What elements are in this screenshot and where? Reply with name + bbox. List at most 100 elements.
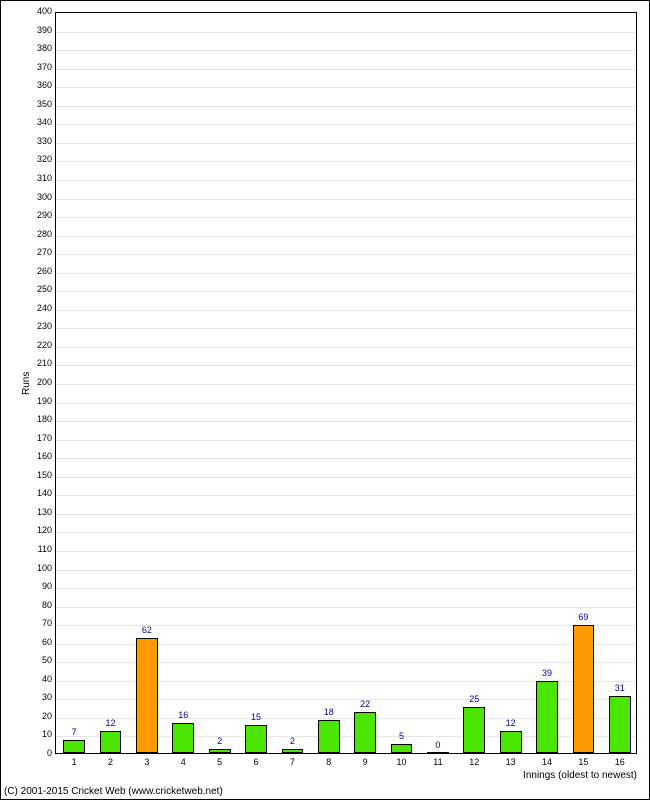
- x-tick-label: 11: [433, 753, 442, 767]
- bar: [391, 744, 413, 753]
- x-tick-label: 12: [469, 753, 479, 767]
- bar-value-label: 2: [290, 736, 295, 746]
- gridline: [56, 161, 636, 162]
- y-tick-label: 100: [37, 563, 56, 573]
- bar-value-label: 7: [72, 727, 77, 737]
- bar-value-label: 2: [217, 736, 222, 746]
- gridline: [56, 477, 636, 478]
- y-tick-label: 320: [37, 154, 56, 164]
- x-tick-label: 1: [72, 753, 77, 767]
- y-tick-label: 330: [37, 136, 56, 146]
- bar: [100, 731, 122, 753]
- x-tick-label: 15: [578, 753, 588, 767]
- y-tick-label: 90: [42, 581, 56, 591]
- bar-value-label: 15: [251, 712, 261, 722]
- bar-value-label: 12: [106, 718, 116, 728]
- y-tick-label: 30: [42, 692, 56, 702]
- bar: [354, 712, 376, 753]
- y-tick-label: 130: [37, 507, 56, 517]
- y-tick-label: 150: [37, 470, 56, 480]
- x-tick-label: 2: [108, 753, 113, 767]
- y-tick-label: 140: [37, 488, 56, 498]
- bar-value-label: 12: [506, 718, 516, 728]
- gridline: [56, 347, 636, 348]
- bar-value-label: 39: [542, 668, 552, 678]
- bar: [500, 731, 522, 753]
- gridline: [56, 143, 636, 144]
- y-tick-label: 310: [37, 173, 56, 183]
- gridline: [56, 440, 636, 441]
- gridline: [56, 124, 636, 125]
- y-tick-label: 360: [37, 80, 56, 90]
- bar: [463, 707, 485, 753]
- gridline: [56, 384, 636, 385]
- y-tick-label: 290: [37, 210, 56, 220]
- x-tick-label: 8: [326, 753, 331, 767]
- gridline: [56, 254, 636, 255]
- bar: [245, 725, 267, 753]
- bar-value-label: 62: [142, 625, 152, 635]
- bar-value-label: 31: [615, 683, 625, 693]
- x-tick-label: 7: [290, 753, 295, 767]
- bar-value-label: 25: [469, 694, 479, 704]
- gridline: [56, 180, 636, 181]
- y-tick-label: 20: [42, 711, 56, 721]
- y-tick-label: 230: [37, 321, 56, 331]
- bar-value-label: 0: [435, 740, 440, 750]
- bar-value-label: 22: [360, 699, 370, 709]
- y-tick-label: 210: [37, 358, 56, 368]
- gridline: [56, 588, 636, 589]
- gridline: [56, 199, 636, 200]
- y-tick-label: 70: [42, 618, 56, 628]
- gridline: [56, 291, 636, 292]
- bar: [63, 740, 85, 753]
- gridline: [56, 236, 636, 237]
- y-tick-label: 260: [37, 266, 56, 276]
- x-tick-label: 14: [542, 753, 552, 767]
- gridline: [56, 514, 636, 515]
- gridline: [56, 551, 636, 552]
- y-tick-label: 170: [37, 433, 56, 443]
- x-tick-label: 9: [363, 753, 368, 767]
- bar: [136, 638, 158, 753]
- y-tick-label: 160: [37, 451, 56, 461]
- y-tick-label: 120: [37, 525, 56, 535]
- gridline: [56, 217, 636, 218]
- x-tick-label: 13: [506, 753, 516, 767]
- y-tick-label: 390: [37, 25, 56, 35]
- gridline: [56, 328, 636, 329]
- y-tick-label: 370: [37, 62, 56, 72]
- gridline: [56, 87, 636, 88]
- x-tick-label: 6: [254, 753, 259, 767]
- bar-value-label: 16: [178, 710, 188, 720]
- x-tick-label: 4: [181, 753, 186, 767]
- bar: [318, 720, 340, 753]
- gridline: [56, 32, 636, 33]
- gridline: [56, 570, 636, 571]
- bar: [172, 723, 194, 753]
- y-tick-label: 280: [37, 229, 56, 239]
- y-tick-label: 110: [38, 544, 56, 554]
- x-axis-label: Innings (oldest to newest): [523, 770, 637, 781]
- y-tick-label: 40: [42, 674, 56, 684]
- gridline: [56, 310, 636, 311]
- y-tick-label: 350: [37, 99, 56, 109]
- y-tick-label: 240: [37, 303, 56, 313]
- y-tick-label: 200: [37, 377, 56, 387]
- x-tick-label: 5: [217, 753, 222, 767]
- x-tick-label: 16: [615, 753, 625, 767]
- y-tick-label: 250: [37, 284, 56, 294]
- y-tick-label: 80: [42, 600, 56, 610]
- gridline: [56, 273, 636, 274]
- x-tick-label: 3: [144, 753, 149, 767]
- gridline: [56, 50, 636, 51]
- bar-value-label: 5: [399, 731, 404, 741]
- gridline: [56, 532, 636, 533]
- gridline: [56, 69, 636, 70]
- gridline: [56, 458, 636, 459]
- y-tick-label: 400: [37, 6, 56, 16]
- plot-area: 0102030405060708090100110120130140150160…: [55, 12, 637, 754]
- y-tick-label: 190: [37, 396, 56, 406]
- y-tick-label: 10: [42, 729, 56, 739]
- y-tick-label: 270: [37, 247, 56, 257]
